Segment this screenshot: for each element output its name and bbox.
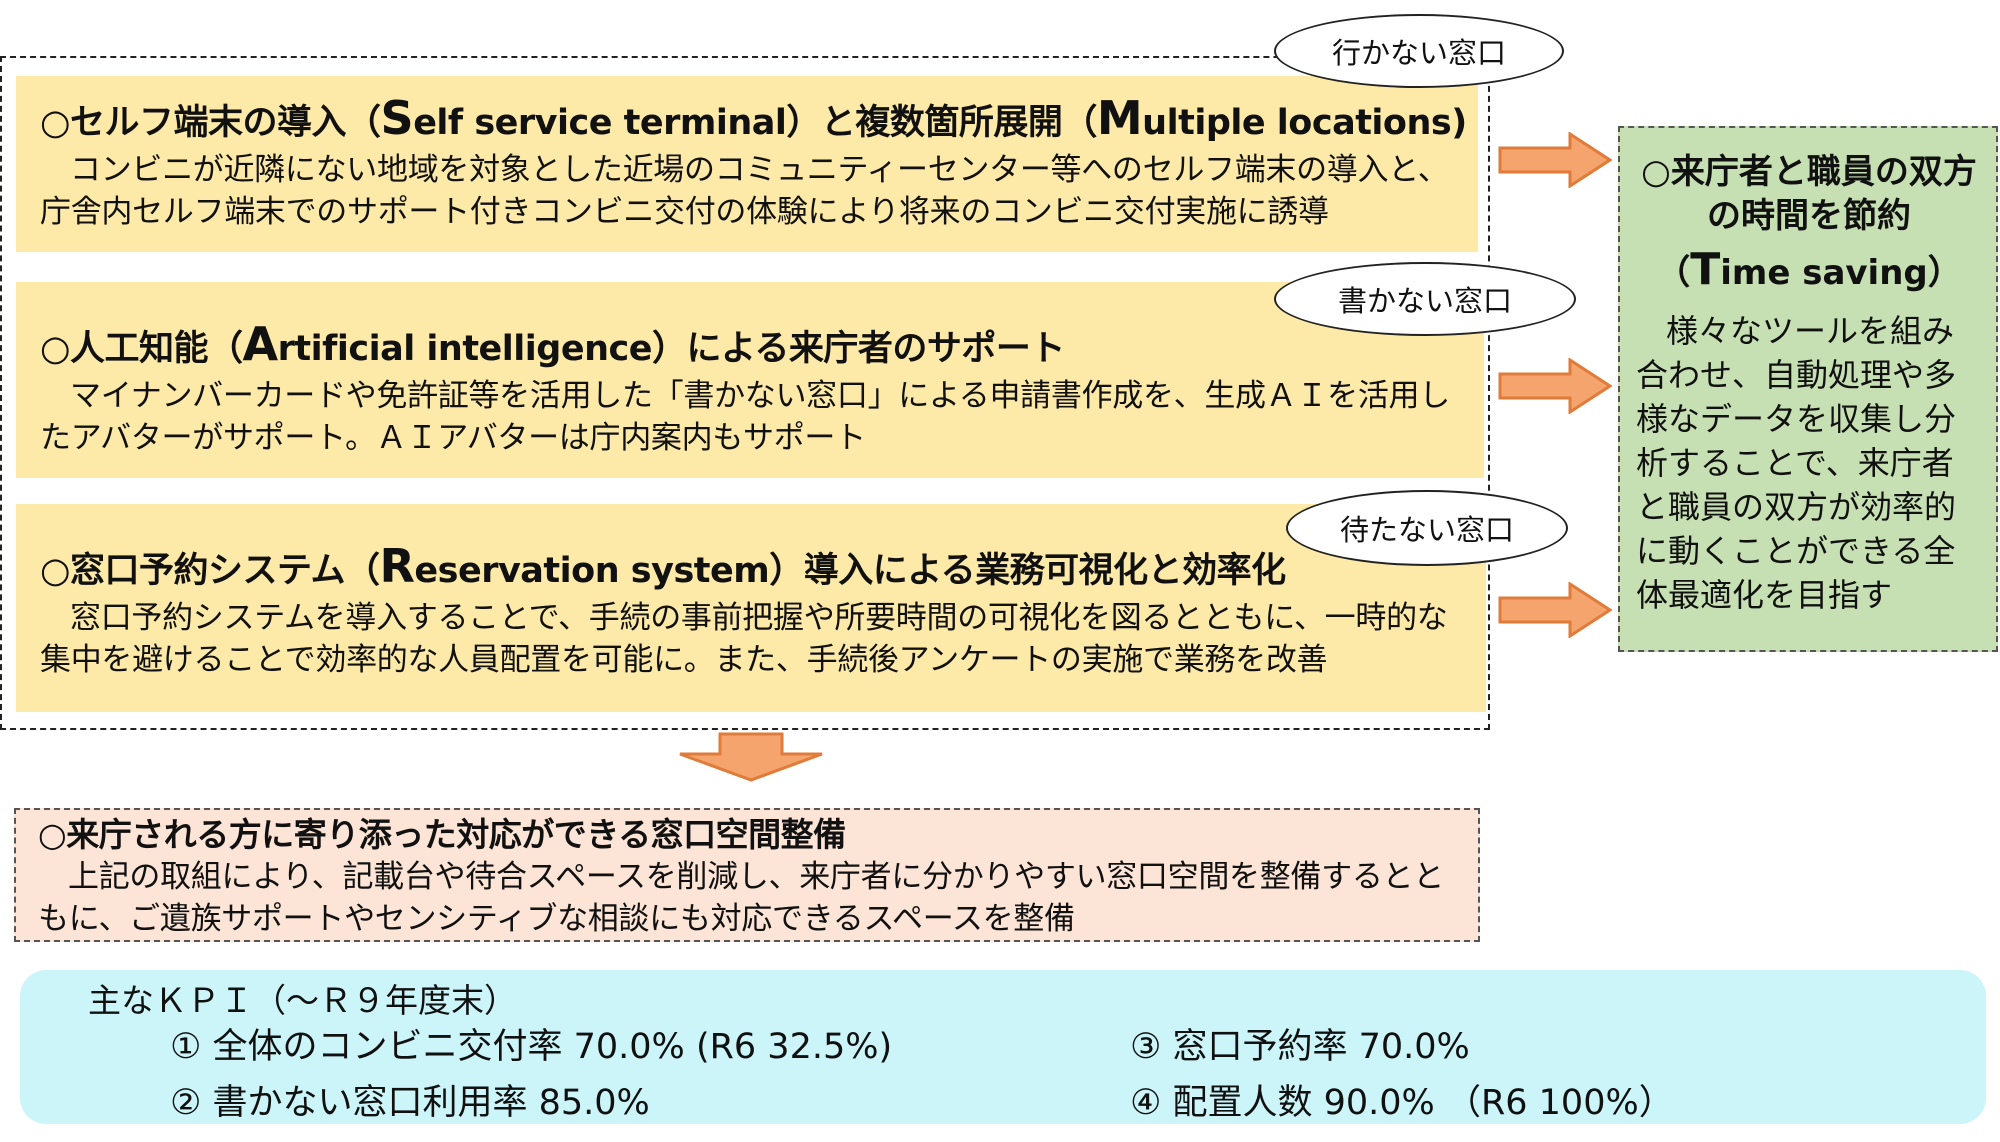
arrow-right-1 [1498, 132, 1612, 188]
time-saving-title: ○来庁者と職員の双方の時間を節約 [1641, 152, 1977, 236]
oval-wait: 待たない窓口 [1286, 490, 1568, 566]
reservation-box: ○窓口予約システム（Reservation system）導入による業務可視化と… [16, 504, 1486, 712]
arrow-right-3 [1498, 582, 1612, 638]
arrow-down [676, 732, 826, 782]
kpi-item-4: ④ 配置人数 90.0% （R6 100%） [1130, 1083, 1674, 1123]
kpi-item-1: ① 全体のコンビニ交付率 70.0% (R6 32.5%) [170, 1027, 893, 1067]
ai-support-body: マイナンバーカードや免許証等を活用した「書かない窓口」による申請書作成を、生成Ａ… [40, 378, 1450, 456]
window-space-body: 上記の取組により、記載台や待合スペースを削減し、来庁者に分かりやすい窓口空間を整… [38, 859, 1444, 937]
reservation-title: ○窓口予約システム（Reservation system）導入による業務可視化と… [40, 539, 1286, 593]
self-service-title: ○セルフ端末の導入（Self service terminal）と複数箇所展開（… [40, 91, 1467, 145]
ai-support-title: ○人工知能（Artificial intelligence）による来庁者のサポー… [40, 317, 1065, 371]
kpi-item-2: ② 書かない窓口利用率 85.0% [170, 1083, 650, 1123]
ai-support-box: ○人工知能（Artificial intelligence）による来庁者のサポー… [16, 282, 1484, 478]
arrow-right-2 [1498, 358, 1612, 414]
oval-go: 行かない窓口 [1274, 14, 1564, 88]
window-space-title: ○来庁される方に寄り添った対応ができる窓口空間整備 [38, 815, 846, 854]
window-space-box: ○来庁される方に寄り添った対応ができる窓口空間整備 上記の取組により、記載台や待… [14, 808, 1480, 942]
time-saving-subtitle: （Time saving） [1656, 244, 1962, 295]
self-service-box: ○セルフ端末の導入（Self service terminal）と複数箇所展開（… [16, 76, 1478, 252]
oval-write: 書かない窓口 [1274, 262, 1576, 336]
time-saving-body: 様々なツールを組み合わせ、自動処理や多様なデータを収集し分析することで、来庁者と… [1636, 312, 1957, 614]
time-saving-box: ○来庁者と職員の双方の時間を節約 （Time saving） 様々なツールを組み… [1618, 126, 1998, 652]
kpi-title: 主なＫＰＩ（～Ｒ９年度末） [88, 981, 517, 1020]
self-service-body: コンビニが近隣にない地域を対象とした近場のコミュニティーセンター等へのセルフ端末… [40, 152, 1449, 230]
kpi-box: 主なＫＰＩ（～Ｒ９年度末） ① 全体のコンビニ交付率 70.0% (R6 32.… [20, 970, 1986, 1124]
initiatives-group-border [0, 56, 1490, 730]
kpi-item-3: ③ 窓口予約率 70.0% [1130, 1027, 1470, 1067]
reservation-body: 窓口予約システムを導入することで、手続の事前把握や所要時間の可視化を図るとともに… [40, 600, 1448, 678]
